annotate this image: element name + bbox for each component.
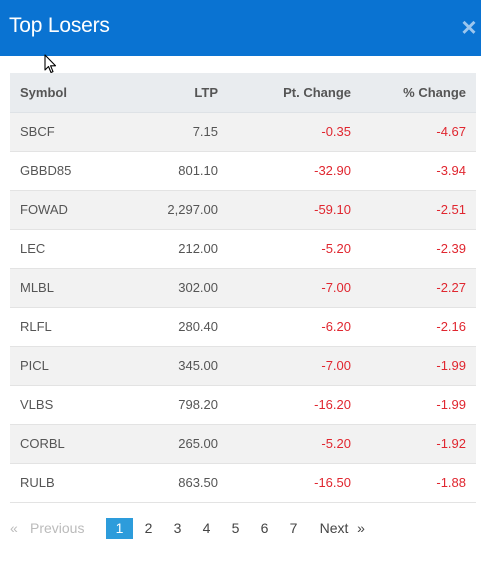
cell-pt-change: -5.20 — [321, 436, 351, 451]
cell-ltp: 212.00 — [178, 241, 218, 256]
cell-symbol[interactable]: RULB — [20, 475, 55, 490]
page-3-button[interactable]: 3 — [173, 520, 182, 536]
page-5-button[interactable]: 5 — [231, 520, 240, 536]
cell-symbol[interactable]: VLBS — [20, 397, 54, 412]
cell-ltp: 302.00 — [178, 280, 218, 295]
cell-pct-change: -3.94 — [436, 163, 466, 178]
cell-pt-change: -0.35 — [321, 124, 351, 139]
next-arrow-icon[interactable]: » — [357, 520, 365, 536]
cell-pt-change: -6.20 — [321, 319, 351, 334]
cell-symbol[interactable]: CORBL — [20, 436, 65, 451]
losers-table: Symbol LTP Pt. Change % Change SBCF 7.15 -… — [10, 73, 476, 503]
table-row[interactable]: LEC 212.00 -5.20 -2.39 — [10, 229, 476, 268]
cell-pct-change: -1.99 — [436, 397, 466, 412]
cell-symbol[interactable]: GBBD85 — [20, 163, 72, 178]
cell-pt-change: -16.50 — [314, 475, 351, 490]
table-header-row: Symbol LTP Pt. Change % Change — [10, 73, 476, 113]
page-4-button[interactable]: 4 — [202, 520, 211, 536]
cell-ltp: 798.20 — [178, 397, 218, 412]
table-row[interactable]: MLBL 302.00 -7.00 -2.27 — [10, 268, 476, 307]
cell-symbol[interactable]: RLFL — [20, 319, 52, 334]
previous-arrow-icon: « — [10, 520, 18, 536]
cell-pct-change: -1.88 — [436, 475, 466, 490]
cell-pt-change: -16.20 — [314, 397, 351, 412]
cell-ltp: 345.00 — [178, 358, 218, 373]
cell-pct-change: -2.39 — [436, 241, 466, 256]
cell-ltp: 7.15 — [192, 124, 218, 139]
cell-ltp: 863.50 — [178, 475, 218, 490]
cell-ltp: 2,297.00 — [167, 202, 218, 217]
modal-header: Top Losers × — [0, 0, 481, 56]
table-row[interactable]: FOWAD 2,297.00 -59.10 -2.51 — [10, 190, 476, 229]
modal-title: Top Losers — [9, 14, 110, 37]
table-row[interactable]: VLBS 798.20 -16.20 -1.99 — [10, 385, 476, 424]
table-row[interactable]: SBCF 7.15 -0.35 -4.67 — [10, 112, 476, 151]
cell-symbol[interactable]: PICL — [20, 358, 49, 373]
cell-symbol[interactable]: FOWAD — [20, 202, 68, 217]
table-row[interactable]: PICL 345.00 -7.00 -1.99 — [10, 346, 476, 385]
losers-table-container: Symbol LTP Pt. Change % Change SBCF 7.15 -… — [10, 73, 476, 503]
column-header-symbol[interactable]: Symbol — [10, 73, 128, 113]
cell-pct-change: -1.92 — [436, 436, 466, 451]
page-6-button[interactable]: 6 — [260, 520, 269, 536]
page-7-button[interactable]: 7 — [289, 520, 298, 536]
cell-pt-change: -5.20 — [321, 241, 351, 256]
column-header-pct-change[interactable]: % Change — [351, 73, 476, 113]
cell-pt-change: -7.00 — [321, 358, 351, 373]
table-row[interactable]: GBBD85 801.10 -32.90 -3.94 — [10, 151, 476, 190]
previous-page-button: Previous — [30, 520, 85, 536]
cell-pct-change: -2.51 — [436, 202, 466, 217]
mouse-cursor-icon — [44, 54, 57, 74]
page-1-button[interactable]: 1 — [106, 518, 133, 539]
cell-pct-change: -2.16 — [436, 319, 466, 334]
table-body: SBCF 7.15 -0.35 -4.67 GBBD85 801.10 -32.90 -3.9… — [10, 112, 476, 502]
cell-symbol[interactable]: SBCF — [20, 124, 55, 139]
column-header-ltp[interactable]: LTP — [128, 73, 218, 113]
cell-pt-change: -7.00 — [321, 280, 351, 295]
cell-pct-change: -4.67 — [436, 124, 466, 139]
cell-symbol[interactable]: MLBL — [20, 280, 54, 295]
cell-pct-change: -1.99 — [436, 358, 466, 373]
table-row[interactable]: RULB 863.50 -16.50 -1.88 — [10, 463, 476, 502]
cell-pt-change: -32.90 — [314, 163, 351, 178]
cell-symbol[interactable]: LEC — [20, 241, 46, 256]
column-header-pt-change[interactable]: Pt. Change — [218, 73, 351, 113]
table-row[interactable]: CORBL 265.00 -5.20 -1.92 — [10, 424, 476, 463]
cell-pt-change: -59.10 — [314, 202, 351, 217]
next-page-button[interactable]: Next — [319, 520, 349, 536]
table-row[interactable]: RLFL 280.40 -6.20 -2.16 — [10, 307, 476, 346]
cell-ltp: 265.00 — [178, 436, 218, 451]
page-2-button[interactable]: 2 — [144, 520, 153, 536]
cell-pct-change: -2.27 — [436, 280, 466, 295]
cell-ltp: 801.10 — [178, 163, 218, 178]
cell-ltp: 280.40 — [178, 319, 218, 334]
close-icon[interactable]: × — [461, 12, 477, 42]
